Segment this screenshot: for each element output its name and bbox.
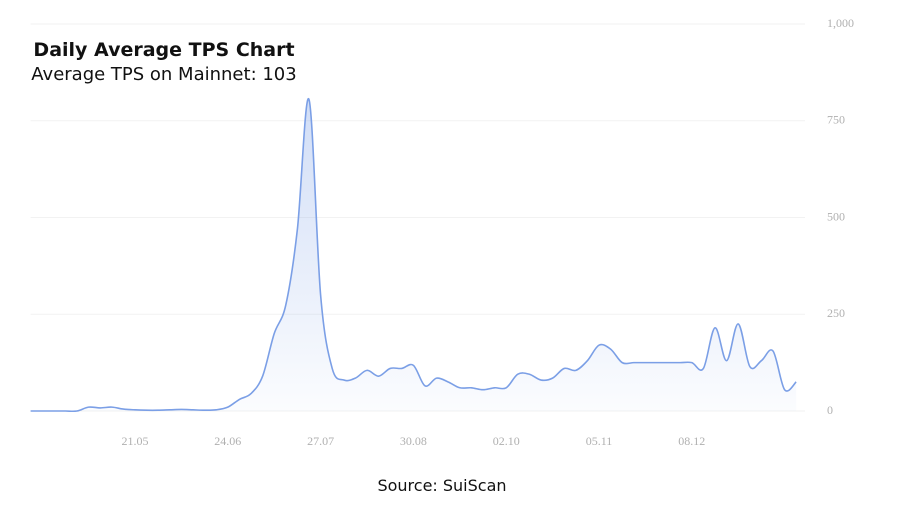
chart-subtitle: Average TPS on Mainnet: 103 — [31, 64, 296, 85]
x-tick-label: 21.05 — [122, 434, 149, 448]
y-tick-label: 750 — [827, 113, 845, 127]
x-tick-label: 24.06 — [214, 434, 241, 448]
y-tick-label: 1,000 — [827, 16, 854, 30]
y-tick-label: 250 — [827, 306, 845, 320]
chart-title: Daily Average TPS Chart — [33, 39, 294, 61]
x-tick-label: 05.11 — [586, 434, 613, 448]
area-fill — [30, 98, 797, 412]
x-tick-label: 27.07 — [307, 434, 334, 448]
x-tick-label: 02.10 — [493, 434, 520, 448]
source: Source: SuiScan — [377, 476, 506, 495]
x-tick-label: 30.08 — [400, 434, 427, 448]
x-tick-label: 08.12 — [678, 434, 705, 448]
y-tick-label: 0 — [827, 403, 833, 417]
y-tick-label: 500 — [827, 209, 845, 223]
line — [30, 98, 797, 413]
